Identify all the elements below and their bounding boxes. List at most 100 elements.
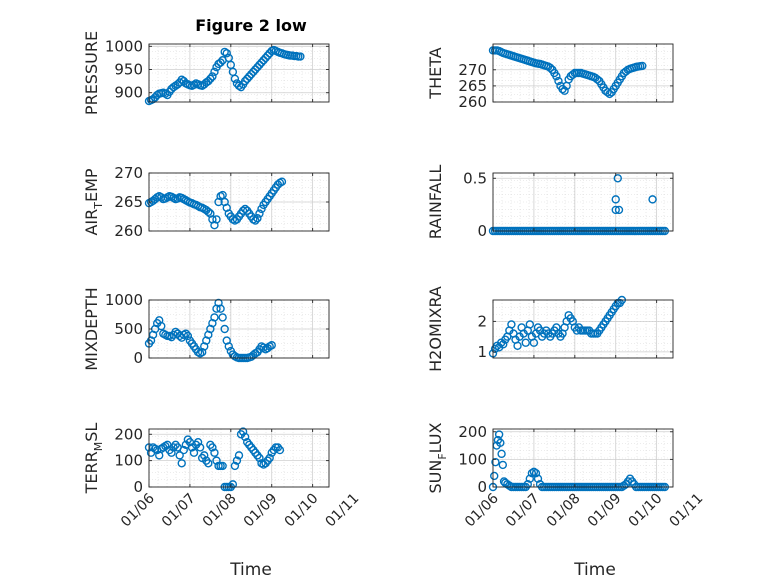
data-point bbox=[240, 76, 250, 86]
data-point bbox=[560, 86, 569, 95]
data-point bbox=[614, 205, 624, 215]
data-point bbox=[527, 468, 537, 478]
y-axis-label: TERRMSL bbox=[82, 423, 105, 495]
x-tick-label: 01/09 bbox=[241, 491, 281, 531]
y-tick-label: 500 bbox=[114, 320, 143, 338]
data-point bbox=[167, 448, 176, 457]
data-point bbox=[554, 76, 563, 86]
data-point bbox=[167, 332, 176, 342]
y-tick-label: 0.5 bbox=[463, 169, 487, 187]
data-point bbox=[611, 205, 620, 215]
data-point bbox=[220, 47, 229, 57]
y-axis-label: AIRTEMP bbox=[82, 168, 105, 235]
data-point bbox=[212, 215, 221, 224]
data-point bbox=[605, 89, 614, 99]
y-axis-label: SUNFLUX bbox=[426, 422, 449, 493]
data-point bbox=[210, 448, 219, 457]
x-tick-label: 01/09 bbox=[585, 491, 625, 531]
data-point bbox=[195, 443, 205, 452]
data-point bbox=[251, 216, 260, 225]
data-point bbox=[204, 459, 213, 468]
subplot-terr-msl: 0 100 200 TERRMSL 01/06 01/07 01/08 01/09 01/10 0… bbox=[82, 423, 362, 531]
data-point bbox=[255, 453, 264, 463]
data-point bbox=[204, 76, 213, 86]
data-point bbox=[257, 58, 266, 67]
subplot-h2omixra: 1 2 H2OMIXRA bbox=[426, 286, 674, 372]
data-point bbox=[157, 193, 166, 202]
subplot-sun-flux: 0 100 200 SUNFLUX 01/06 01/07 01/08 01/09 01/10 0… bbox=[426, 422, 706, 530]
data-point bbox=[275, 445, 285, 455]
data-point bbox=[200, 451, 209, 460]
y-tick-label: 1000 bbox=[105, 291, 143, 309]
data-point bbox=[242, 74, 252, 84]
data-point bbox=[181, 329, 191, 338]
data-point bbox=[216, 58, 225, 67]
y-tick-label: 260 bbox=[114, 222, 143, 240]
data-point bbox=[525, 320, 535, 329]
data-point bbox=[208, 72, 217, 81]
data-point bbox=[531, 468, 541, 478]
axes-box bbox=[492, 299, 674, 359]
data-point bbox=[251, 65, 260, 74]
x-axis-label-right: Time bbox=[573, 560, 616, 580]
y-tick-label: 200 bbox=[458, 423, 487, 441]
y-tick-label: 265 bbox=[114, 193, 143, 211]
x-tick-label: 01/08 bbox=[200, 491, 240, 531]
y-tick-label: 270 bbox=[114, 164, 143, 182]
y-axis-label: THETA bbox=[426, 47, 445, 99]
data-point bbox=[494, 430, 504, 439]
y-tick-label: 1 bbox=[477, 343, 487, 361]
data-point bbox=[267, 341, 276, 350]
data-point bbox=[613, 174, 622, 183]
data-point bbox=[546, 63, 555, 73]
data-point bbox=[232, 456, 242, 465]
data-point bbox=[224, 342, 233, 351]
y-tick-label: 900 bbox=[114, 84, 143, 102]
data-point bbox=[277, 177, 287, 186]
y-axis-label: H2OMIXRA bbox=[426, 286, 445, 372]
data-point bbox=[253, 214, 262, 223]
data-point bbox=[498, 460, 508, 470]
data-point bbox=[157, 321, 166, 331]
data-point bbox=[247, 69, 256, 79]
data-point bbox=[189, 448, 199, 457]
data-point bbox=[499, 340, 508, 349]
data-point bbox=[218, 313, 227, 322]
x-tick-label: 01/10 bbox=[282, 491, 322, 531]
data-point bbox=[208, 443, 217, 452]
data-point bbox=[206, 74, 215, 84]
x-tick-label: 01/06 bbox=[118, 490, 158, 530]
data-point bbox=[210, 67, 219, 77]
data-point bbox=[249, 67, 258, 77]
data-point bbox=[253, 62, 262, 72]
x-tick-label: 01/08 bbox=[544, 491, 584, 531]
data-point bbox=[533, 474, 543, 483]
data-point bbox=[189, 80, 199, 90]
axes-box bbox=[148, 428, 330, 488]
x-tick-label: 01/11 bbox=[667, 491, 707, 531]
data-point bbox=[507, 320, 516, 329]
y-axis-label: RAINFALL bbox=[426, 165, 445, 240]
y-tick-label: 200 bbox=[114, 425, 143, 443]
x-tick-label: 01/07 bbox=[159, 491, 199, 531]
data-point bbox=[513, 341, 522, 350]
data-point bbox=[259, 343, 268, 352]
data-point bbox=[220, 324, 229, 334]
axes-box bbox=[492, 43, 674, 103]
x-tick-label: 01/10 bbox=[626, 491, 666, 531]
data-point bbox=[265, 453, 274, 463]
subplot-air-temp: 260 265 270 AIRTEMP bbox=[82, 164, 330, 240]
x-tick-label: 01/11 bbox=[323, 491, 363, 531]
x-axis-label-left: Time bbox=[229, 560, 272, 580]
y-tick-label: 950 bbox=[114, 61, 143, 79]
y-tick-label: 0 bbox=[477, 478, 487, 496]
data-point bbox=[529, 338, 539, 347]
data-point bbox=[638, 61, 647, 71]
data-point bbox=[593, 75, 602, 84]
x-tick-label: 01/06 bbox=[462, 490, 502, 530]
data-point bbox=[245, 72, 254, 81]
